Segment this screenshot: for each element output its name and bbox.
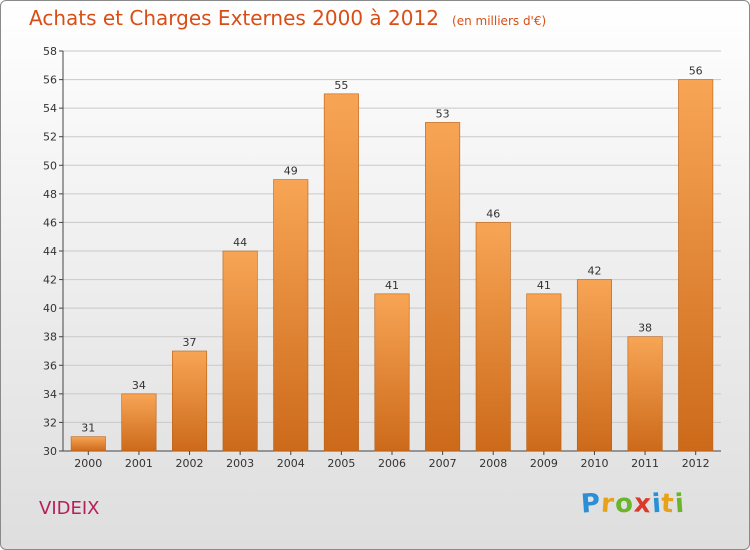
data-label-2001: 34	[132, 379, 146, 392]
x-tick-label-2006: 2006	[378, 457, 406, 470]
x-tick-label-2003: 2003	[226, 457, 254, 470]
y-tick-label: 40	[43, 302, 57, 315]
bar-2011	[627, 336, 663, 452]
x-tick-label-2004: 2004	[277, 457, 305, 470]
y-tick-label: 52	[43, 131, 57, 144]
bars	[70, 79, 714, 452]
data-label-2002: 37	[183, 336, 197, 349]
y-tick-label: 42	[43, 274, 57, 287]
bar-2008	[475, 222, 511, 452]
y-tick-label: 54	[43, 102, 57, 115]
y-tick-label: 34	[43, 388, 57, 401]
logo-letter: x	[632, 488, 653, 520]
data-label-2006: 41	[385, 279, 399, 292]
y-tick-label: 46	[43, 216, 57, 229]
bar-2002	[172, 350, 208, 452]
data-label-2005: 55	[334, 79, 348, 92]
chart-subtitle: (en milliers d'€)	[452, 14, 547, 28]
bar-2001	[121, 393, 157, 452]
logo-letter: o	[613, 488, 635, 520]
bar-2003	[222, 250, 258, 452]
bar-2010	[576, 279, 612, 452]
data-label-2009: 41	[537, 279, 551, 292]
y-tick-label: 44	[43, 245, 57, 258]
y-tick-label: 58	[43, 45, 57, 58]
bar-2012	[678, 79, 714, 452]
data-label-2008: 46	[486, 207, 500, 220]
x-tick-label-2002: 2002	[176, 457, 204, 470]
data-label-2003: 44	[233, 236, 247, 249]
bar-2007	[425, 122, 461, 452]
data-label-2004: 49	[284, 165, 298, 178]
x-tick-label-2009: 2009	[530, 457, 558, 470]
y-tick-label: 36	[43, 359, 57, 372]
x-tick-label-2008: 2008	[479, 457, 507, 470]
x-tick-label-2011: 2011	[631, 457, 659, 470]
x-tick-label-2007: 2007	[429, 457, 457, 470]
labels: 30 32 34 36 38 40 42 44 46 48 50 52 54 56 58 31 2000 34 20…	[43, 45, 710, 470]
commune-name: VIDEIX	[39, 498, 100, 519]
logo-letter: P	[579, 488, 603, 520]
proxiti-logo: Proxiti	[579, 488, 686, 520]
x-tick-label-2001: 2001	[125, 457, 153, 470]
x-tick-label-2000: 2000	[74, 457, 102, 470]
bar-2006	[374, 293, 410, 452]
chart-title-block: Achats et Charges Externes 2000 à 2012 (…	[29, 6, 546, 30]
logo-letter: i	[673, 488, 686, 520]
data-label-2012: 56	[689, 65, 703, 78]
y-tick-label: 56	[43, 74, 57, 87]
bar-2009	[526, 293, 562, 452]
data-label-2011: 38	[638, 322, 652, 335]
y-tick-label: 32	[43, 416, 57, 429]
bar-2000	[70, 436, 106, 452]
data-label-2000: 31	[81, 422, 95, 435]
y-tick-label: 30	[43, 445, 57, 458]
chart-title: Achats et Charges Externes 2000 à 2012	[29, 6, 439, 30]
bar-2004	[273, 179, 309, 452]
x-tick-label-2012: 2012	[682, 457, 710, 470]
y-tick-label: 50	[43, 159, 57, 172]
bar-2005	[323, 93, 359, 452]
data-label-2010: 42	[587, 265, 601, 278]
x-tick-label-2005: 2005	[327, 457, 355, 470]
y-tick-label: 38	[43, 331, 57, 344]
y-tick-label: 48	[43, 188, 57, 201]
x-tick-label-2010: 2010	[580, 457, 608, 470]
data-label-2007: 53	[436, 107, 450, 120]
